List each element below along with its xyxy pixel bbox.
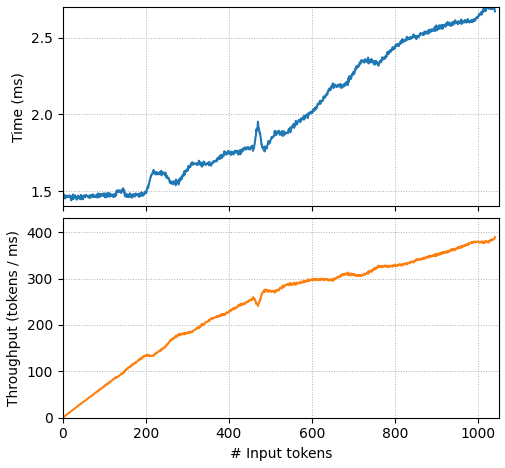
X-axis label: # Input tokens: # Input tokens [229,447,331,461]
Y-axis label: Time (ms): Time (ms) [11,72,25,142]
Y-axis label: Throughput (tokens / ms): Throughput (tokens / ms) [7,230,21,406]
